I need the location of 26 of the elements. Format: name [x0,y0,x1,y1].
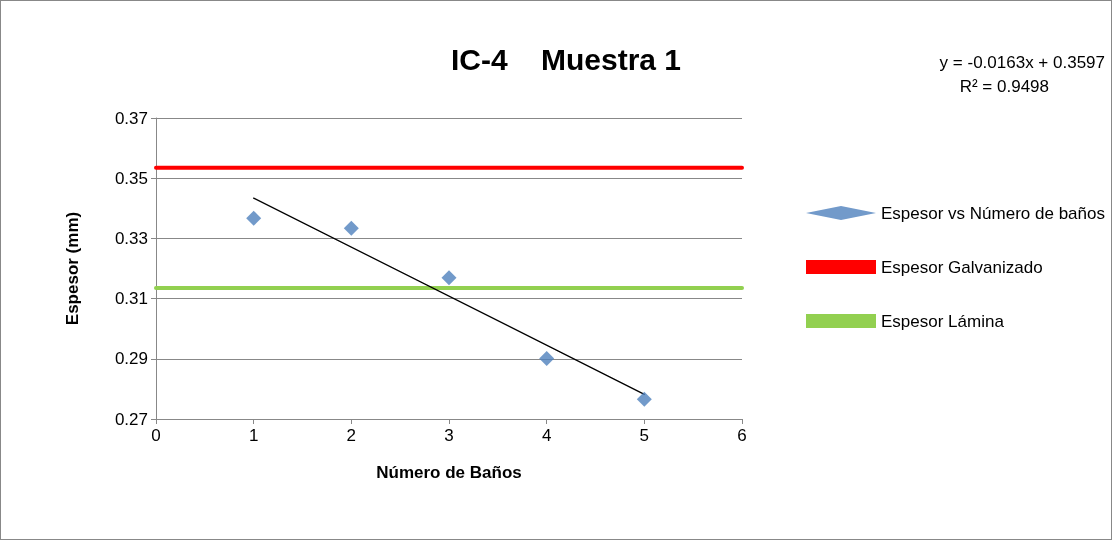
y-tick-label: 0.29 [114,349,148,369]
legend-label: Espesor Galvanizado [881,257,1043,277]
y-axis-title: Espesor (mm) [63,211,82,326]
point [343,220,359,236]
x-tick-label: 4 [541,426,552,445]
legend-label: Espesor vs Número de baños [881,203,1105,223]
chart-title: IC-4 Muestra 1 [450,42,682,76]
text: y = -0.0163x + 0.3597 [939,53,1105,72]
x-tick-label: 5 [639,426,650,445]
x-tick-label: 3 [444,426,454,445]
x-axis-title: Número de Baños [376,463,522,482]
y-tick-label: 0.33 [114,228,148,248]
y-tick-label: 0.27 [114,409,148,429]
y-tick-label: 0.37 [114,108,148,128]
x-tick-label: 1 [248,426,259,445]
text: R² = 0.9498 [959,77,1049,96]
y-tick-label: 0.35 [114,168,148,188]
x-tick-label: 6 [737,426,747,445]
y-tick-label: 0.31 [114,289,148,309]
point [636,391,652,407]
x-tick-label: 2 [346,426,357,445]
x-tick-label: 0 [151,426,161,445]
point [539,351,555,366]
point [441,270,457,286]
point [246,210,262,226]
legend-label: Espesor Lámina [881,311,1005,331]
